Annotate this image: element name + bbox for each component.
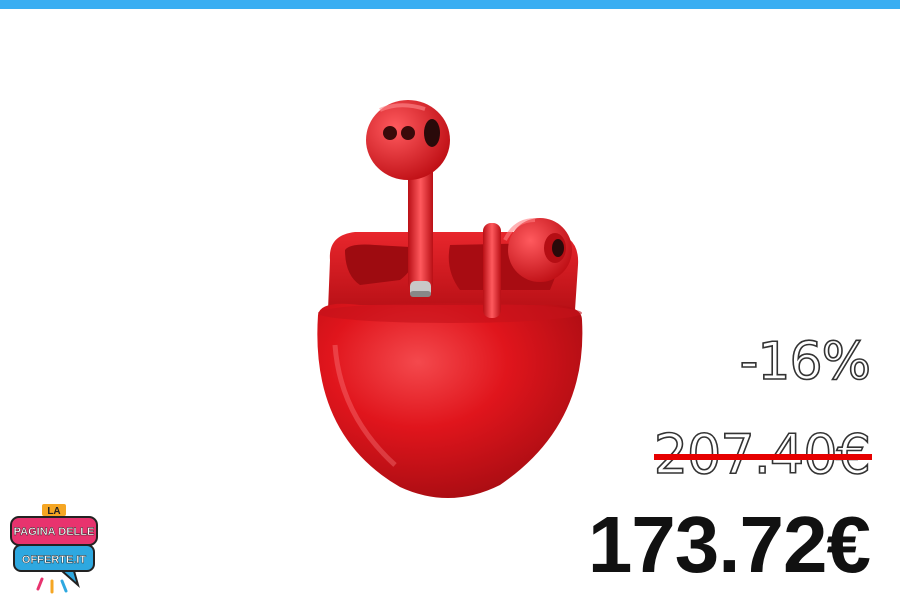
la-pagina-delle-offerte-logo: LA PAGINA DELLE OFFERTE.IT (10, 504, 98, 594)
logo-text-la: LA (47, 506, 60, 517)
logo-text-offerte: OFFERTE.IT (22, 554, 86, 566)
top-accent-bar (0, 0, 900, 9)
new-price: 173.72€ (587, 500, 871, 589)
earbuds-product-image (317, 100, 583, 499)
old-price-container: 207.40€ (653, 427, 872, 482)
strikethrough-line (653, 454, 872, 460)
discount-percentage: -16% (739, 332, 872, 392)
logo-text-pagina-delle: PAGINA DELLE (14, 526, 95, 538)
